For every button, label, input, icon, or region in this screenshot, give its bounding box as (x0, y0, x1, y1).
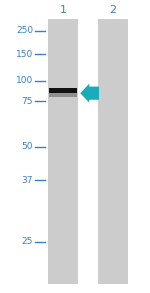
Text: 75: 75 (21, 97, 33, 105)
Bar (98, 19, 128, 284)
Text: 1: 1 (60, 5, 66, 15)
Text: 2: 2 (109, 5, 116, 15)
Text: 37: 37 (21, 176, 33, 185)
FancyArrow shape (80, 84, 99, 103)
Text: 25: 25 (22, 237, 33, 246)
Text: 150: 150 (16, 50, 33, 59)
Text: 100: 100 (16, 76, 33, 85)
Bar (48, 19, 78, 284)
Text: 250: 250 (16, 26, 33, 35)
Bar (49, 88, 77, 93)
Text: 50: 50 (21, 142, 33, 151)
Bar (49, 89, 77, 97)
